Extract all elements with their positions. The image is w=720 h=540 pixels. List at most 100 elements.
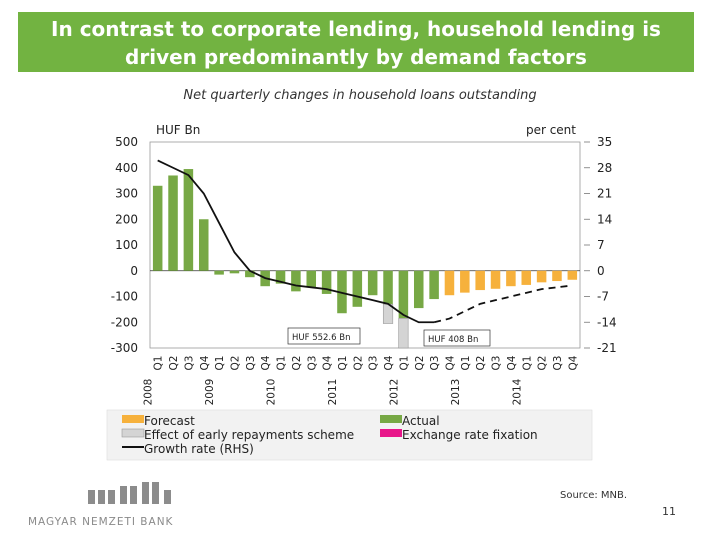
x-tick-label: Q2 xyxy=(352,356,364,371)
x-tick-label: Q4 xyxy=(322,355,334,370)
legend-label: Actual xyxy=(402,414,440,428)
legend-swatch-fx-fixation xyxy=(380,429,402,437)
x-tick-label: Q2 xyxy=(414,356,426,371)
y-tick-label: -100 xyxy=(111,290,138,304)
x-tick-label: Q1 xyxy=(460,356,472,371)
y2-tick-label: 21 xyxy=(597,187,612,201)
x-tick-label: Q1 xyxy=(337,356,349,371)
legend-swatch-actual xyxy=(380,415,402,423)
y-tick-label: 100 xyxy=(115,238,138,252)
y-tick-label: 400 xyxy=(115,161,138,175)
bar-forecast xyxy=(552,270,562,282)
year-label: 2013 xyxy=(450,379,462,406)
bar-actual xyxy=(291,270,301,292)
y2-tick-label: 35 xyxy=(597,135,612,149)
x-tick-label: Q1 xyxy=(398,356,410,371)
bar-actual xyxy=(198,219,209,271)
year-label: 2012 xyxy=(388,379,400,406)
x-tick-label: Q4 xyxy=(567,355,579,370)
year-label: 2010 xyxy=(266,379,278,406)
legend-swatch-early-repayment xyxy=(121,428,145,438)
bar-actual xyxy=(398,270,409,319)
x-tick-label: Q3 xyxy=(306,356,318,371)
x-tick-label: Q1 xyxy=(521,356,533,371)
y2-tick-label: 7 xyxy=(597,238,605,252)
slide-title-line-1: In contrast to corporate lending, househ… xyxy=(51,17,661,41)
year-label: 2014 xyxy=(511,378,523,405)
left-axis-unit: HUF Bn xyxy=(156,123,200,137)
year-label: 2008 xyxy=(143,379,155,406)
y-tick-label: 300 xyxy=(115,187,138,201)
x-tick-label: Q2 xyxy=(168,356,180,371)
x-tick-label: Q2 xyxy=(291,356,303,371)
legend-label: Exchange rate fixation xyxy=(402,428,538,442)
logo-text: MAGYAR NEMZETI BANK xyxy=(28,516,174,528)
bar-forecast xyxy=(475,270,485,291)
legend-swatch-forecast xyxy=(122,415,144,423)
bar-forecast xyxy=(460,270,470,293)
bar-actual xyxy=(229,270,240,274)
legend-label: Forecast xyxy=(144,414,195,428)
bar-actual xyxy=(245,270,255,278)
y2-tick-label: -21 xyxy=(597,341,617,355)
chart-subtitle: Net quarterly changes in household loans… xyxy=(183,88,537,103)
annotation-label: HUF 552.6 Bn xyxy=(292,333,350,343)
x-tick-label: Q2 xyxy=(475,356,487,371)
bar-forecast xyxy=(490,270,501,289)
x-tick-label: Q4 xyxy=(260,355,272,370)
growth-rate-forecast-line xyxy=(433,284,573,324)
y2-tick-label: 14 xyxy=(597,212,612,226)
x-tick-label: Q4 xyxy=(444,355,456,370)
bar-actual xyxy=(383,270,393,305)
legend-box xyxy=(106,409,593,461)
bar-forecast xyxy=(521,270,532,285)
year-label: 2009 xyxy=(204,379,216,406)
year-label: 2011 xyxy=(327,379,339,406)
x-tick-label: Q2 xyxy=(537,356,549,371)
y2-tick-label: 28 xyxy=(597,161,612,175)
bar-early-repayment xyxy=(398,318,409,349)
legend-label: Growth rate (RHS) xyxy=(144,442,254,456)
x-tick-label: Q1 xyxy=(214,356,226,371)
growth-rate-line xyxy=(157,159,435,324)
annotation-box xyxy=(287,327,361,345)
slide-title: In contrast to corporate lending, househ… xyxy=(18,12,694,72)
annotation-box xyxy=(423,329,491,347)
bar-forecast xyxy=(444,270,455,296)
bar-actual xyxy=(306,270,317,288)
x-tick-label: Q3 xyxy=(183,356,195,371)
bar-actual xyxy=(413,270,424,309)
y-tick-label: 500 xyxy=(115,135,138,149)
bar-actual xyxy=(183,169,194,271)
y-tick-label: 0 xyxy=(130,264,138,278)
x-tick-label: Q3 xyxy=(245,356,257,371)
annotation-label: HUF 408 Bn xyxy=(428,335,478,345)
bar-forecast xyxy=(567,270,578,280)
page-number: 11 xyxy=(662,505,676,518)
y2-tick-label: -7 xyxy=(597,290,609,304)
bar-actual xyxy=(321,270,332,294)
bar-forecast xyxy=(506,270,516,287)
bar-actual xyxy=(352,270,363,307)
x-tick-label: Q3 xyxy=(368,356,380,371)
bar-actual xyxy=(152,185,163,271)
bar-forecast xyxy=(536,270,547,283)
mnb-logo-icon xyxy=(88,482,171,504)
bar-actual xyxy=(275,270,286,284)
x-tick-label: Q4 xyxy=(506,355,518,370)
plot-frame xyxy=(149,141,581,349)
x-tick-label: Q3 xyxy=(429,356,441,371)
slide-title-line-2: driven predominantly by demand factors xyxy=(125,45,587,69)
y-tick-label: -200 xyxy=(111,315,138,329)
x-tick-label: Q4 xyxy=(199,355,211,370)
bar-actual xyxy=(429,270,439,300)
x-tick-label: Q1 xyxy=(153,356,165,371)
legend-label: Effect of early repayments scheme xyxy=(144,428,354,442)
x-tick-label: Q3 xyxy=(552,356,564,371)
y2-tick-label: -14 xyxy=(597,315,617,329)
y2-tick-label: 0 xyxy=(597,264,605,278)
y-tick-label: 200 xyxy=(115,212,138,226)
bar-actual xyxy=(214,270,224,275)
y-tick-label: -300 xyxy=(111,341,138,355)
